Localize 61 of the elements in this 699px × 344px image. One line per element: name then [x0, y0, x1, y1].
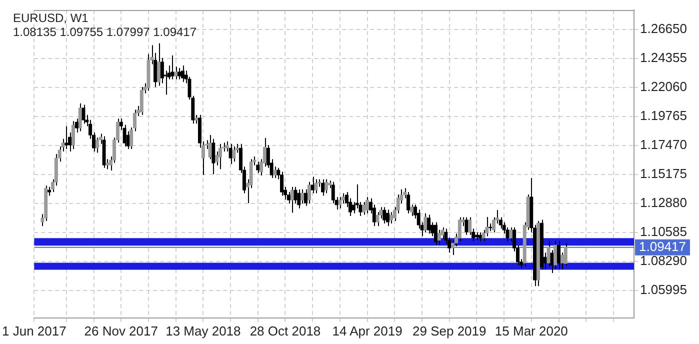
candlestick — [365, 196, 370, 214]
candlestick — [386, 209, 390, 227]
candlestick — [310, 176, 314, 194]
candlestick — [71, 120, 76, 150]
candlestick — [95, 137, 100, 154]
candlestick — [307, 181, 311, 204]
candlestick — [177, 68, 182, 80]
candlestick — [170, 54, 174, 80]
x-tick-label: 29 Sep 2019 — [412, 323, 486, 338]
candlestick — [464, 216, 468, 236]
candlestick — [324, 178, 328, 194]
ref-line-label: 1.09417 — [639, 238, 686, 254]
candlestick — [338, 196, 342, 209]
y-tick-label: 1.22060 — [640, 79, 687, 94]
y-tick-label: 1.24355 — [640, 50, 687, 66]
candlestick — [376, 212, 380, 227]
candlestick — [556, 240, 561, 270]
candlestick — [482, 229, 486, 242]
candlestick — [64, 126, 68, 150]
candlestick — [300, 188, 304, 204]
y-tick-label: 1.12880 — [640, 195, 687, 210]
candlestick — [554, 240, 558, 270]
candlestick — [212, 138, 216, 175]
candlestick — [564, 242, 568, 266]
annotation: 1.08135 1.09755 1.07997 1.09417 — [13, 25, 197, 39]
candlestick — [297, 188, 301, 209]
candlestick — [437, 229, 441, 246]
candlestick — [424, 212, 428, 233]
candlestick — [406, 191, 410, 214]
candlestick — [382, 206, 386, 224]
candlestick — [273, 166, 277, 179]
candlestick — [180, 65, 184, 82]
candlestick — [174, 66, 178, 80]
x-tick-label: 28 Oct 2018 — [250, 323, 321, 338]
y-tick-label: 1.05995 — [640, 282, 687, 298]
candlestick — [228, 143, 232, 165]
candlestick — [156, 42, 161, 86]
y-tick-label: 1.08290 — [640, 253, 687, 268]
x-tick-label: 14 Apr 2019 — [332, 323, 402, 338]
candlestick — [321, 178, 325, 196]
x-tick-label: 1 Jun 2017 — [2, 323, 66, 338]
candlestick — [280, 171, 284, 196]
candlestick — [389, 212, 394, 224]
candlestick — [427, 214, 431, 234]
y-tick-label: 1.26650 — [640, 21, 687, 36]
candlestick — [140, 86, 144, 116]
candlestick — [160, 57, 164, 84]
y-tick-label: 1.17470 — [640, 137, 687, 152]
y-tick-label: 1.19765 — [640, 108, 687, 124]
candlestick — [434, 222, 438, 246]
y-tick-label: 1.10585 — [640, 224, 687, 240]
candlestick — [290, 186, 294, 214]
x-tick-label: 13 May 2018 — [166, 323, 241, 338]
x-tick-label: 15 Mar 2020 — [494, 323, 568, 338]
candlestick — [218, 143, 222, 170]
candlestick — [232, 146, 236, 162]
candlestick — [286, 191, 290, 204]
x-tick-label: 26 Nov 2017 — [84, 323, 158, 338]
y-tick-label: 1.15175 — [640, 166, 687, 182]
candlestick — [78, 102, 82, 132]
chart-title: EURUSD, W1 — [13, 11, 90, 25]
